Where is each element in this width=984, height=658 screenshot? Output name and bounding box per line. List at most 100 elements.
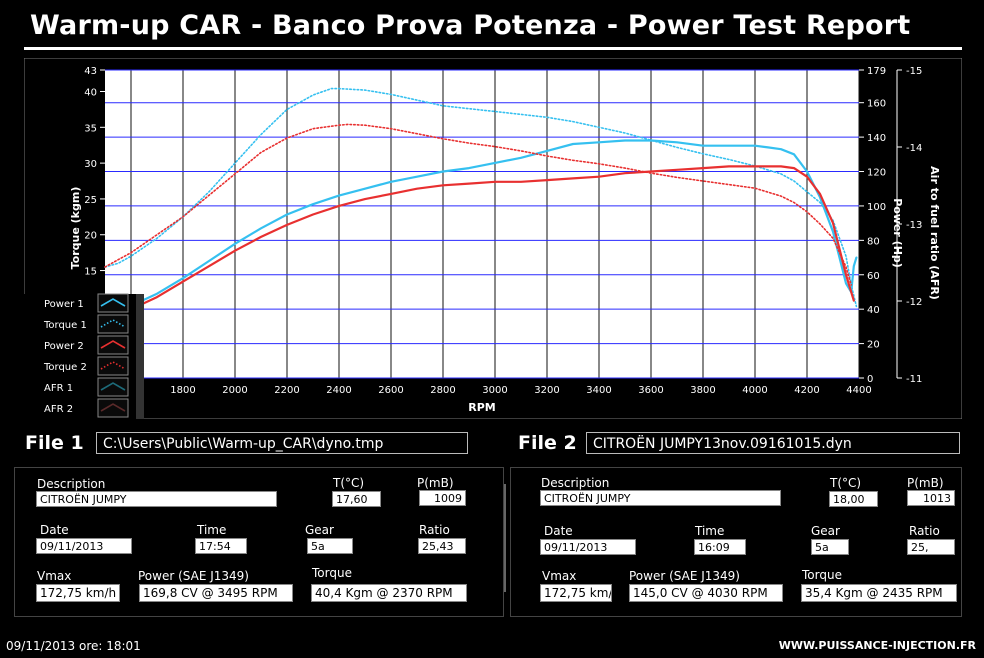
run2-vmax-value: 172,75 km/ <box>540 584 612 602</box>
run1-press-value: 1009 <box>419 490 466 506</box>
legend-label: Power 1 <box>44 299 84 310</box>
power-tick-label: 80 <box>867 236 880 247</box>
afr-tick-label: -11 <box>906 374 922 385</box>
power-tick-label: 40 <box>867 305 880 316</box>
x-tick-label: 3600 <box>638 385 663 396</box>
run2-ratio-value: 25, <box>907 539 955 555</box>
legend-symbol <box>100 340 126 349</box>
footer-datetime: 09/11/2013 ore: 18:01 <box>6 639 141 653</box>
file1-label: File 1 <box>25 432 84 454</box>
x-tick-label: 3200 <box>534 385 559 396</box>
legend-swatch <box>97 293 129 313</box>
x-tick-label: 2600 <box>378 385 403 396</box>
legend-symbol <box>100 319 126 328</box>
power-tick-label: 179 <box>867 66 886 77</box>
run1-gear-label: Gear <box>305 523 334 537</box>
torque-tick-label: 15 <box>84 267 97 278</box>
legend-label: Power 2 <box>44 341 84 352</box>
legend-symbol <box>100 298 126 307</box>
run2-time-value: 16:09 <box>694 539 746 555</box>
x-tick-label: 4400 <box>846 385 871 396</box>
series-line-torque-1 <box>104 87 858 308</box>
run1-vmax-value: 172,75 km/h <box>36 584 120 602</box>
power-tick-label: 20 <box>867 340 880 351</box>
y-axis-label-power: Power (Hp) <box>891 198 904 268</box>
power-tick-label: 0 <box>867 374 873 385</box>
run1-press-label: P(mB) <box>417 476 454 490</box>
x-tick-label: 3400 <box>586 385 611 396</box>
run1-description-label: Description <box>37 477 106 491</box>
footer-site: WWW.PUISSANCE-INJECTION.FR <box>778 639 976 652</box>
power-tick-label: 160 <box>867 99 886 110</box>
legend-symbol <box>100 361 126 370</box>
run2-panel: Description CITROËN JUMPY T(°C) 18,00 P(… <box>510 467 962 617</box>
legend-label: AFR 2 <box>44 404 73 415</box>
run1-date-label: Date <box>40 523 69 537</box>
legend-scrollbar[interactable] <box>136 294 144 419</box>
run2-torque-value: 35,4 Kgm @ 2435 RPM <box>801 584 957 602</box>
run1-time-value: 17:54 <box>195 538 247 554</box>
legend-swatch <box>97 398 129 418</box>
run1-power-label: Power (SAE J1349) <box>138 569 249 583</box>
x-tick-label: 1800 <box>170 385 195 396</box>
torque-tick-label: 30 <box>84 159 97 170</box>
power-tick-label: 60 <box>867 271 880 282</box>
run2-gear-value: 5a <box>811 539 849 555</box>
legend-label: AFR 1 <box>44 383 73 394</box>
y-axis-label-afr: Air to fuel ratio (AFR) <box>928 166 941 300</box>
x-tick-label: 2800 <box>430 385 455 396</box>
run2-press-value: 1013 <box>907 490 955 506</box>
torque-tick-label: 35 <box>84 123 97 134</box>
x-tick-label: 4000 <box>742 385 767 396</box>
torque-tick-label: 25 <box>84 195 97 206</box>
x-tick-label: 2000 <box>222 385 247 396</box>
legend-symbol <box>100 403 126 412</box>
dyno-chart: 1600180020002200240026002800300032003400… <box>24 58 962 419</box>
title-rule <box>24 47 962 50</box>
x-tick-label: 3800 <box>690 385 715 396</box>
run1-time-label: Time <box>197 523 227 537</box>
report-title: Warm-up CAR - Banco Prova Potenza - Powe… <box>30 10 911 41</box>
tick-labels: 1600180020002200240026002800300032003400… <box>84 66 922 396</box>
run2-gear-label: Gear <box>811 524 840 538</box>
run2-vmax-label: Vmax <box>542 569 577 583</box>
run2-ratio-label: Ratio <box>909 524 940 538</box>
run1-date-value: 09/11/2013 <box>36 538 132 554</box>
y-axis-label-torque: Torque (kgm) <box>69 187 82 270</box>
run2-description-value: CITROËN JUMPY <box>540 490 781 506</box>
legend-label: Torque 2 <box>43 362 87 373</box>
series-line-torque-2 <box>104 123 853 286</box>
run1-power-value: 169,8 CV @ 3495 RPM <box>139 584 293 602</box>
series-line-power-1 <box>114 139 858 316</box>
series-layer <box>104 87 858 318</box>
afr-tick-label: -13 <box>906 220 922 231</box>
power-tick-label: 100 <box>867 202 886 213</box>
x-axis-label: RPM <box>468 401 495 414</box>
file1-path: C:\Users\Public\Warm-up_CAR\dyno.tmp <box>96 432 468 454</box>
series-line-power-2 <box>114 165 855 318</box>
run2-date-value: 09/11/2013 <box>540 539 636 555</box>
torque-tick-label: 40 <box>84 87 97 98</box>
legend-label: Torque 1 <box>43 320 87 331</box>
file2-label: File 2 <box>518 432 577 454</box>
power-tick-label: 120 <box>867 168 886 179</box>
legend-swatch <box>97 335 129 355</box>
plot-area <box>105 70 859 378</box>
torque-tick-label: 20 <box>84 231 97 242</box>
run2-date-label: Date <box>544 524 573 538</box>
run1-torque-label: Torque <box>312 566 352 580</box>
afr-tick-label: -12 <box>906 297 922 308</box>
run2-temp-value: 18,00 <box>829 491 878 507</box>
run2-temp-label: T(°C) <box>830 476 862 490</box>
power-tick-label: 140 <box>867 133 886 144</box>
legend-swatch <box>97 314 129 334</box>
legend-swatch <box>97 356 129 376</box>
run1-temp-value: 17,60 <box>332 491 381 507</box>
run1-ratio-label: Ratio <box>419 523 450 537</box>
x-tick-label: 2400 <box>326 385 351 396</box>
afr-tick-label: -14 <box>906 143 922 154</box>
run1-description-value: CITROËN JUMPY <box>36 491 277 507</box>
run1-ratio-value: 25,43 <box>418 538 466 554</box>
run1-gear-value: 5a <box>307 538 353 554</box>
run1-temp-label: T(°C) <box>333 476 365 490</box>
